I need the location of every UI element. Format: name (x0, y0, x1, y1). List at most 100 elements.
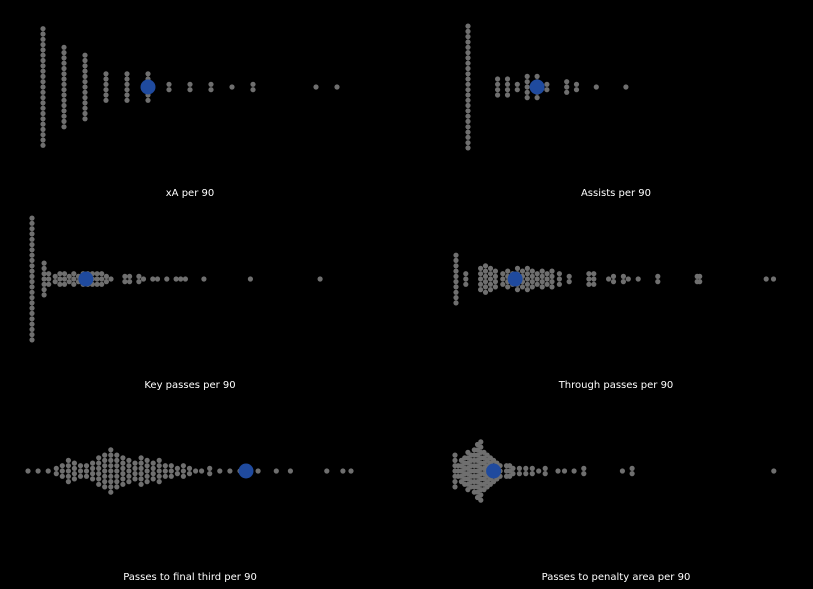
player-dot (465, 97, 471, 103)
player-dot (524, 84, 530, 90)
player-dot (516, 465, 523, 471)
player-dot (174, 465, 180, 471)
player-dot (208, 87, 214, 93)
player-dot (40, 110, 46, 117)
player-dot (144, 463, 150, 469)
player-dot (180, 463, 186, 469)
player-dot (504, 87, 511, 93)
player-dot (273, 468, 279, 474)
player-dot (61, 87, 67, 93)
player-dot (40, 26, 46, 32)
player-dot (102, 484, 108, 490)
player-dot (150, 276, 156, 282)
player-dot (71, 281, 77, 287)
player-dot (114, 463, 120, 469)
player-dot (61, 102, 67, 109)
player-dot (108, 276, 114, 282)
player-dot (132, 465, 138, 471)
player-dot (635, 276, 641, 282)
player-dot (114, 452, 120, 458)
player-dot (61, 76, 67, 82)
player-dot (127, 273, 133, 279)
player-dot (544, 87, 550, 93)
player-dot (182, 276, 188, 282)
player-dot (65, 463, 71, 469)
player-dot (82, 95, 88, 101)
player-dot (144, 473, 150, 479)
player-dot (124, 76, 130, 82)
player-dot (114, 473, 120, 479)
player-dot (99, 271, 105, 277)
player-dot (40, 63, 46, 69)
player-dot (40, 73, 46, 79)
player-dot (114, 468, 120, 474)
player-dot (186, 471, 193, 477)
player-dot (453, 268, 459, 274)
player-dot (610, 273, 617, 279)
player-dot (452, 484, 458, 490)
panel-assists-per-90: Assists per 90 (465, 23, 651, 199)
player-dot (524, 95, 530, 101)
player-dot (150, 460, 156, 466)
player-dot (187, 87, 193, 93)
player-dot (564, 84, 570, 90)
player-dot (154, 276, 161, 282)
player-dot (124, 87, 130, 93)
player-dot (29, 332, 35, 338)
player-dot (124, 97, 130, 103)
player-dot (463, 276, 469, 282)
player-dot (40, 84, 46, 90)
panel-xa-per-90: xA per 90 (40, 26, 340, 199)
player-dot (524, 79, 530, 85)
player-dot (40, 31, 46, 37)
player-dot (59, 463, 65, 469)
player-dot (173, 276, 179, 282)
player-dot (564, 79, 570, 85)
player-dot (71, 276, 77, 282)
player-dot (487, 287, 494, 293)
player-dot (99, 276, 105, 282)
player-dot (534, 73, 540, 79)
player-dot (187, 81, 193, 87)
player-dot (29, 284, 35, 290)
player-dot (495, 92, 501, 98)
player-dot (52, 279, 58, 285)
player-dot (114, 484, 120, 490)
player-dot (120, 471, 126, 477)
player-dot (324, 468, 330, 474)
player-dot (102, 479, 108, 485)
player-dot (763, 276, 769, 282)
player-dot (126, 468, 132, 474)
player-dot (555, 468, 561, 474)
player-dot (534, 95, 540, 101)
player-dot (495, 81, 501, 87)
player-dot (487, 281, 494, 287)
player-dot (510, 471, 516, 477)
player-dot (463, 281, 469, 287)
player-dot (465, 118, 471, 124)
player-dot (94, 276, 100, 282)
player-dot (629, 471, 635, 477)
player-dot (29, 279, 35, 285)
player-dot (620, 279, 627, 285)
player-dot (519, 284, 526, 290)
player-dot (334, 84, 340, 90)
player-dot (629, 465, 635, 471)
player-dot (250, 81, 256, 87)
player-dot (90, 465, 96, 471)
player-dot (544, 281, 550, 287)
player-dot (82, 57, 88, 64)
player-dot (180, 468, 186, 474)
player-dot (463, 271, 469, 277)
player-dot (174, 471, 180, 477)
player-dot (539, 268, 545, 274)
player-dot (504, 92, 511, 98)
player-dot (61, 65, 67, 72)
player-dot (46, 276, 52, 282)
panel-label-assists: Assists per 90 (581, 188, 651, 199)
player-dot (71, 460, 77, 466)
player-dot (156, 463, 162, 469)
player-dot (29, 231, 35, 237)
player-dot (495, 76, 501, 82)
player-dot (29, 257, 35, 263)
